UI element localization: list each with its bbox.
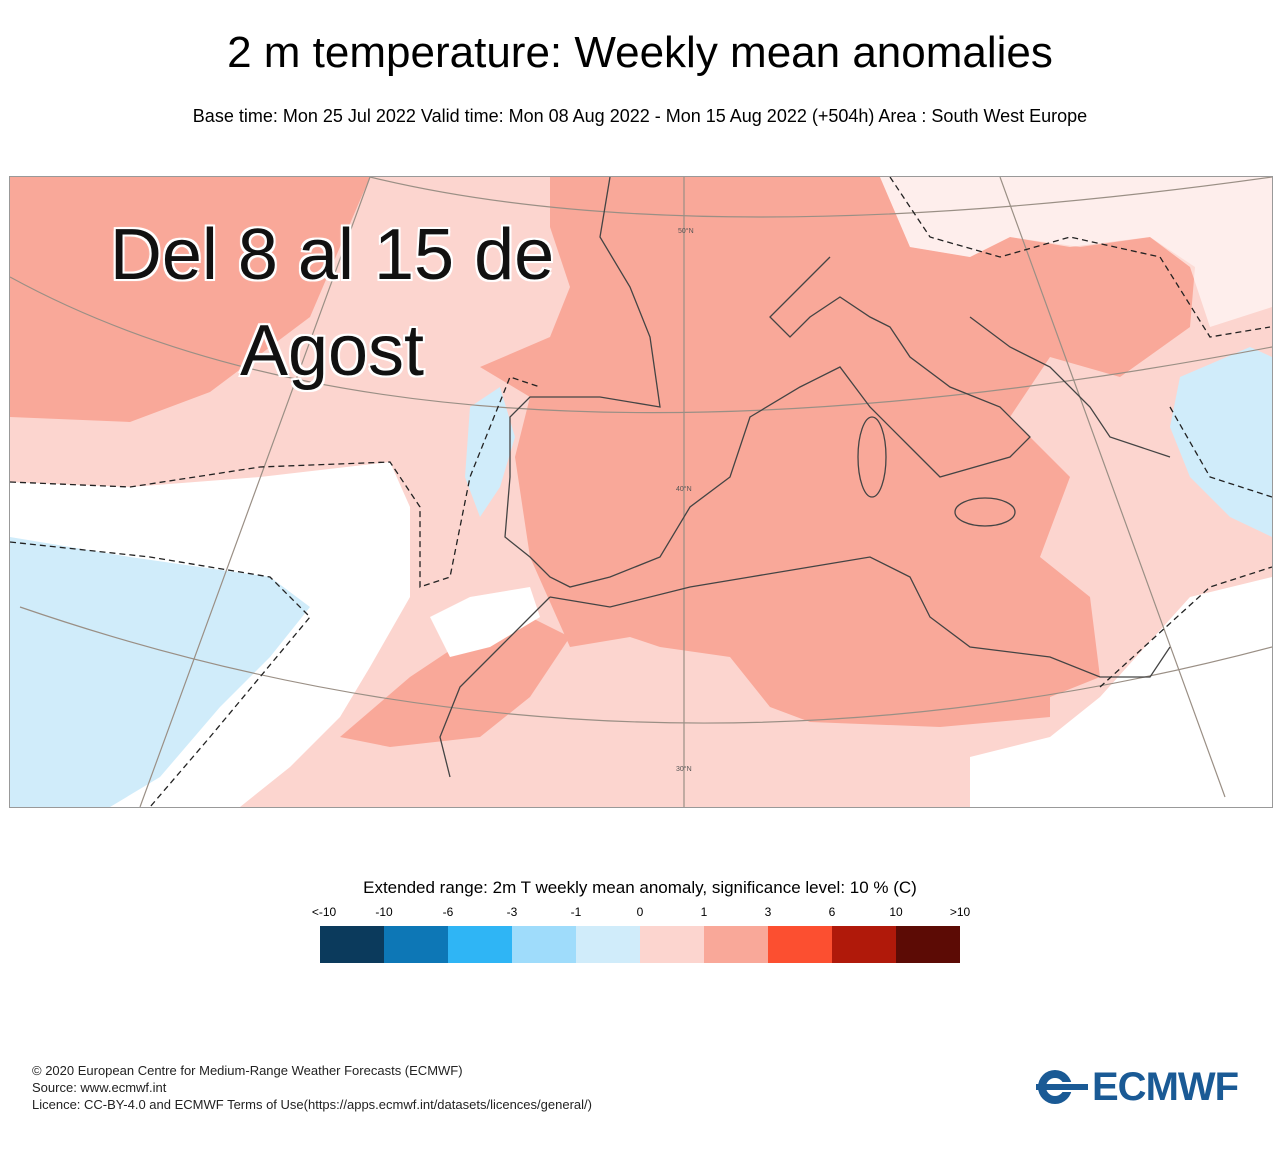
page-subtitle: Base time: Mon 25 Jul 2022 Valid time: M…	[192, 106, 1088, 126]
sicily-outline	[954, 497, 1016, 527]
page-title: 2 m temperature: Weekly mean anomalies	[227, 28, 1053, 77]
map-canvas: 50°N 40°N 30°N	[10, 177, 1272, 807]
legend-label: <-10	[311, 905, 337, 919]
legend-label: >10	[949, 905, 971, 919]
contour-northeast	[889, 177, 1271, 338]
legend-swatch	[320, 926, 384, 963]
meridian-west	[139, 177, 371, 807]
legend-label: -10	[375, 905, 393, 919]
coastline-north-africa	[549, 556, 1171, 678]
significance-contours	[10, 177, 1272, 807]
parallel-50n	[369, 177, 1272, 218]
legend-label: 10	[889, 905, 903, 919]
legend-label: -1	[570, 905, 582, 919]
coastline-morocco	[439, 596, 551, 778]
overlay-line-1: Del 8 al 15 de	[109, 215, 555, 295]
coastlines	[439, 177, 1171, 778]
graticule	[10, 177, 1272, 807]
legend-swatch	[768, 926, 832, 963]
date-overlay: Del 8 al 15 de Agost	[72, 207, 592, 399]
legend-label: 1	[700, 905, 708, 919]
legend-label: 3	[764, 905, 772, 919]
legend-label: -6	[442, 905, 454, 919]
neutral-region-coast	[430, 587, 540, 657]
anomaly-map: 50°N 40°N 30°N Del 8 al 15 de Agost	[9, 176, 1273, 808]
overlay-line-2: Agost	[239, 311, 425, 391]
parallel-40n	[10, 276, 1272, 414]
footer: © 2020 European Centre for Medium-Range …	[32, 1062, 592, 1113]
licence-line: Licence: CC-BY-4.0 and ECMWF Terms of Us…	[32, 1097, 592, 1112]
legend-swatch	[704, 926, 768, 963]
legend-swatch	[896, 926, 960, 963]
coastline-balkans	[969, 316, 1171, 458]
legend-label: 0	[636, 905, 644, 919]
cold-region-aegean	[1170, 347, 1272, 537]
warm-region-europe	[480, 177, 1195, 727]
legend-swatch	[512, 926, 576, 963]
lat-label-30n: 30°N	[676, 765, 692, 773]
coastline-europe	[504, 177, 1031, 588]
ecmwf-logo-icon	[1036, 1070, 1088, 1104]
ecmwf-logo-text: ECMWF	[1092, 1064, 1239, 1109]
parallel-30n	[19, 606, 1272, 724]
lat-label-40n: 40°N	[676, 485, 692, 493]
warm-region-morocco	[340, 617, 570, 747]
meridian-east	[999, 177, 1226, 798]
copyright-line: © 2020 European Centre for Medium-Range …	[32, 1063, 463, 1078]
lat-label-50n: 50°N	[678, 227, 694, 235]
contour-atlantic	[10, 376, 541, 588]
cold-region-iberian-coast	[465, 387, 515, 517]
contour-aegean	[1169, 406, 1272, 498]
legend-swatch	[640, 926, 704, 963]
sardinia-outline	[857, 416, 887, 498]
cold-region-atlantic	[10, 537, 310, 807]
warm-region-atlantic	[10, 177, 370, 422]
legend-label: -3	[506, 905, 518, 919]
legend-colorbar	[320, 926, 960, 963]
legend-swatch	[832, 926, 896, 963]
legend-swatch	[448, 926, 512, 963]
source-line: Source: www.ecmwf.int	[32, 1080, 167, 1095]
legend-label: 6	[828, 905, 836, 919]
contour-east	[1099, 566, 1272, 688]
legend-swatch	[576, 926, 640, 963]
contour-cold	[10, 541, 311, 807]
neutral-region-east	[970, 577, 1272, 807]
neutral-region-northeast	[880, 177, 1272, 327]
ecmwf-logo: ECMWF	[1036, 1064, 1239, 1109]
legend-swatch	[384, 926, 448, 963]
legend-title: Extended range: 2m T weekly mean anomaly…	[363, 878, 917, 897]
legend-labels: <-10 -10 -6 -3 -1 0 1 3 6 10 >10	[290, 905, 990, 921]
